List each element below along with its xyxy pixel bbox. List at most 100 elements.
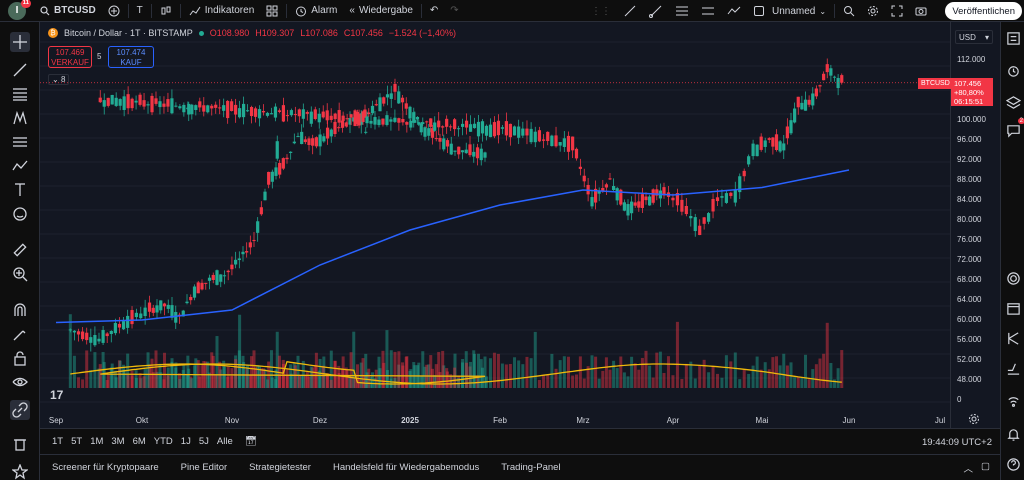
visibility-tool-button[interactable] xyxy=(10,372,30,392)
volume-bar xyxy=(325,373,329,388)
measure-tool-button[interactable] xyxy=(10,240,30,260)
time-tick-label: Apr xyxy=(666,416,680,425)
link-tool-button[interactable] xyxy=(10,400,30,420)
chart-type-button[interactable] xyxy=(154,0,178,22)
chart-pane[interactable] xyxy=(40,22,950,428)
compare-button[interactable] xyxy=(102,0,126,22)
symbol-search[interactable]: BTCUSD xyxy=(34,0,102,22)
price-chart[interactable] xyxy=(40,22,950,428)
range-3m[interactable]: 3M xyxy=(111,436,125,447)
volume-bar xyxy=(309,366,313,388)
currency-select[interactable]: USD ▾ xyxy=(955,30,993,44)
zigzag-tool-button[interactable] xyxy=(721,0,747,22)
ideas-button[interactable] xyxy=(1005,330,1021,346)
watchlist-button[interactable] xyxy=(1005,30,1021,46)
candle xyxy=(637,192,641,212)
chats-button[interactable]: 2 xyxy=(1005,118,1024,138)
range-1y[interactable]: 1J xyxy=(180,436,191,447)
tab-strategy-tester[interactable]: Strategietester xyxy=(249,462,311,473)
delete-drawings-button[interactable] xyxy=(10,434,30,454)
help-button[interactable] xyxy=(1005,456,1021,472)
zoom-tool-button[interactable] xyxy=(10,264,30,284)
fib-tool-button[interactable] xyxy=(669,0,695,22)
icons-tool-button[interactable] xyxy=(10,204,30,224)
volume-bar xyxy=(122,364,126,388)
brush-tools-button[interactable] xyxy=(10,156,30,176)
fullscreen-button[interactable] xyxy=(885,0,909,22)
sell-button[interactable]: 107.469 VERKAUF xyxy=(48,46,92,68)
axis-settings-button[interactable] xyxy=(968,413,980,428)
drawing-mode-button[interactable] xyxy=(10,324,30,344)
volume-bar xyxy=(404,356,408,388)
quick-search-button[interactable] xyxy=(837,0,861,22)
tab-crypto-screener[interactable]: Screener für Kryptopaare xyxy=(52,462,159,473)
layout-select[interactable]: Unnamed ⌄ xyxy=(748,0,832,22)
data-window-button[interactable] xyxy=(1005,94,1021,110)
forecast-tools-button[interactable] xyxy=(10,132,30,152)
candle xyxy=(796,96,800,115)
range-5d[interactable]: 5T xyxy=(71,436,83,447)
lock-tool-button[interactable] xyxy=(10,348,30,368)
pattern-tools-button[interactable] xyxy=(10,108,30,128)
tab-trading-panel[interactable]: Trading-Panel xyxy=(501,462,561,473)
buy-button[interactable]: 107.474 KAUF xyxy=(108,46,154,68)
favorites-button[interactable] xyxy=(10,462,30,480)
templates-button[interactable] xyxy=(260,0,284,22)
candle xyxy=(211,272,215,284)
range-6m[interactable]: 6M xyxy=(132,436,146,447)
magnet-tool-button[interactable] xyxy=(10,300,30,320)
grid-icon xyxy=(266,5,278,16)
hotlists-button[interactable] xyxy=(1005,270,1021,286)
buy-label: KAUF xyxy=(120,58,142,67)
candle xyxy=(755,144,759,157)
maximize-panel-icon[interactable]: ▢ xyxy=(981,461,990,472)
candle xyxy=(651,188,655,205)
date-range-calendar-icon[interactable]: 📅︎ xyxy=(244,436,257,447)
publish-button[interactable]: Veröffentlichen xyxy=(945,2,1022,20)
volume-bar xyxy=(472,350,476,388)
candle xyxy=(525,120,529,145)
indicators-button[interactable]: Indikatoren xyxy=(183,0,260,22)
indicators-count: 8 xyxy=(60,75,66,84)
replay-button[interactable]: « Wiedergabe xyxy=(343,0,418,22)
range-all[interactable]: Alle xyxy=(216,436,233,447)
clock-timezone[interactable]: 19:44:09 UTC+2 xyxy=(922,437,992,448)
candle xyxy=(101,326,105,346)
ray-tool-button[interactable] xyxy=(643,0,669,22)
redo-button[interactable]: ↷ xyxy=(444,0,464,22)
range-1d[interactable]: 1T xyxy=(52,436,64,447)
chevron-up-icon[interactable]: ︿ xyxy=(963,464,974,475)
alarm-button[interactable]: Alarm xyxy=(289,0,343,22)
calendar-button[interactable] xyxy=(1005,300,1021,316)
settings-button[interactable] xyxy=(861,0,885,22)
streams-button[interactable] xyxy=(1005,394,1021,410)
pattern-tool-button[interactable] xyxy=(695,0,721,22)
legend-title[interactable]: Bitcoin / Dollar · 1T · BITSTAMP xyxy=(64,28,193,38)
notifications-button[interactable] xyxy=(1005,426,1021,442)
interval-button[interactable]: T xyxy=(131,0,149,22)
crosshair-tool-button[interactable] xyxy=(10,32,30,52)
volume-bar xyxy=(155,371,159,388)
volume-bar xyxy=(289,373,293,388)
drag-handle-icon[interactable]: ⋮⋮ xyxy=(591,5,611,17)
candle xyxy=(604,182,608,195)
range-1m[interactable]: 1M xyxy=(90,436,104,447)
pine-scripts-button[interactable] xyxy=(1005,360,1021,376)
tab-pine-editor[interactable]: Pine Editor xyxy=(180,462,228,473)
range-5y[interactable]: 5J xyxy=(198,436,209,447)
volume-bar xyxy=(612,360,616,388)
text-tool-button[interactable] xyxy=(10,180,30,200)
undo-button[interactable]: ↶ xyxy=(424,0,444,22)
fib-tools-button[interactable] xyxy=(10,84,30,104)
tab-replay-trading[interactable]: Handelsfeld für Wiedergabemodus xyxy=(332,462,480,473)
alerts-button[interactable] xyxy=(1005,62,1021,78)
range-ytd[interactable]: YTD xyxy=(153,436,173,447)
trendline-tool-button[interactable] xyxy=(617,0,643,22)
candle xyxy=(504,112,508,141)
candle xyxy=(166,299,170,314)
snapshot-button[interactable] xyxy=(909,0,933,22)
indicators-collapse-button[interactable]: ⌄ 8 xyxy=(48,74,70,85)
line-tool-button[interactable] xyxy=(10,60,30,80)
user-avatar[interactable]: I 11 xyxy=(8,0,31,20)
tradingview-logo[interactable]: 17 xyxy=(50,388,64,402)
